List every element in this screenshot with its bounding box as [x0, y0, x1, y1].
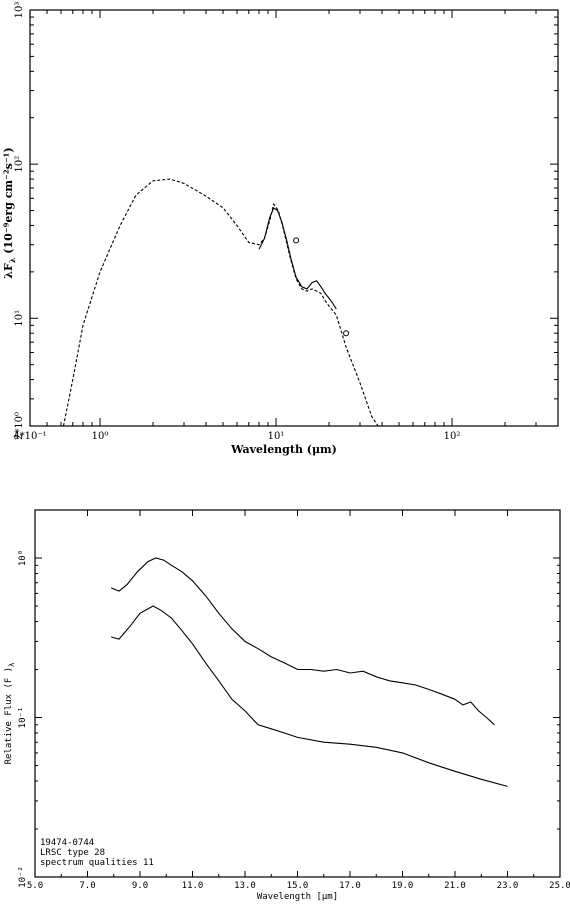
x-tick-label: 13.0 — [234, 881, 256, 891]
y-axis-label: Relative Flux (F )λ — [4, 663, 16, 765]
x-tick-label: 19.0 — [392, 881, 414, 891]
x-tick-label: 17.0 — [339, 881, 361, 891]
upper-spectrum-curve — [110, 557, 495, 726]
annotation-line: spectrum qualities 11 — [40, 858, 154, 868]
annotation-line: 19474-0744 — [40, 838, 94, 848]
x-tick-label: 15.0 — [287, 881, 309, 891]
plot-frame — [29, 9, 559, 427]
y-axis-label: λFλ (10⁻⁹erg cm⁻²s⁻¹) — [2, 147, 17, 278]
photometry-point — [293, 237, 300, 244]
y-tick-label: 10¹ — [14, 310, 25, 327]
x-tick-label: 21.0 — [444, 881, 466, 891]
annotation-line: LRSC type 28 — [40, 848, 105, 858]
x-tick-label: 9.0 — [132, 881, 148, 891]
plot-frame — [34, 509, 561, 878]
x-tick-label: 5.0 — [27, 881, 43, 891]
x-axis-label: Wavelength (μm) — [230, 443, 337, 456]
y-tick-label: 10³ — [14, 2, 25, 19]
x-tick-label: 10² — [444, 431, 461, 442]
y-tick-label: 10⁻¹ — [18, 707, 28, 729]
lower-spectrum-curve — [110, 605, 508, 787]
y-tick-label: 10⁻² — [18, 866, 28, 888]
x-tick-label: 25.0 — [549, 881, 570, 891]
sed-chart: 4*10⁻¹ 10⁰ 10¹ 10² 2*10⁰ 10¹ 10² 10³ Wavelength … — [2, 2, 559, 456]
lrs-spectrum-curve — [258, 207, 337, 310]
model-sed-curve — [62, 178, 379, 427]
y-tick-label: 10⁰ — [18, 550, 28, 566]
y-tick-label: 10² — [14, 156, 25, 173]
x-tick-label: 7.0 — [79, 881, 95, 891]
x-tick-label: 11.0 — [182, 881, 204, 891]
x-tick-label: 10¹ — [268, 431, 285, 442]
x-tick-label: 4*10⁻¹ — [13, 431, 46, 442]
x-tick-label: 10⁰ — [92, 431, 109, 442]
photometry-point — [343, 330, 350, 337]
x-axis-label: Wavelength [μm] — [257, 892, 338, 902]
y-tick-label: 2*10⁰ — [14, 412, 25, 440]
x-tick-label: 23.0 — [497, 881, 519, 891]
